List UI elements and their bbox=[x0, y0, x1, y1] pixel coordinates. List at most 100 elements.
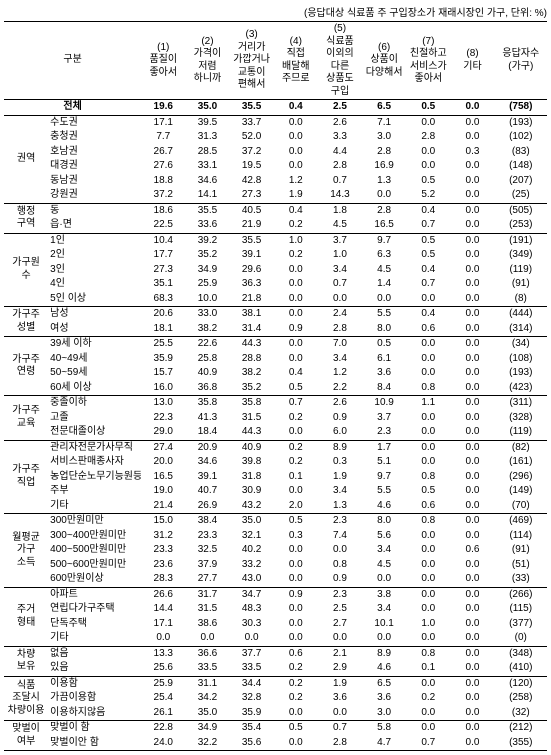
resp-cell: (207) bbox=[495, 174, 547, 189]
value-cell: 14.1 bbox=[185, 188, 229, 203]
value-cell: 2.8 bbox=[318, 322, 362, 337]
value-cell: 0.4 bbox=[274, 366, 318, 381]
row-label: 5인 이상 bbox=[48, 292, 141, 307]
row-label: 기타 bbox=[48, 631, 141, 646]
value-cell: 0.5 bbox=[362, 337, 406, 352]
header-col-3: (3)거리가가깝거나교통이편해서 bbox=[230, 22, 274, 100]
value-cell: 27.4 bbox=[141, 440, 185, 455]
value-cell: 0.0 bbox=[406, 543, 450, 558]
value-cell: 18.1 bbox=[141, 322, 185, 337]
value-cell: 0.0 bbox=[274, 159, 318, 174]
header-col-7: (7)친절하고서비스가좋아서 bbox=[406, 22, 450, 100]
value-cell: 28.8 bbox=[230, 352, 274, 367]
resp-cell: (91) bbox=[495, 543, 547, 558]
value-cell: 4.5 bbox=[362, 558, 406, 573]
header-col-1: (1)품질이좋아서 bbox=[141, 22, 185, 100]
value-cell: 0.0 bbox=[318, 543, 362, 558]
resp-cell: (328) bbox=[495, 411, 547, 426]
total-label: 전체 bbox=[4, 100, 141, 116]
value-cell: 21.9 bbox=[230, 218, 274, 233]
value-cell: 3.3 bbox=[318, 130, 362, 145]
value-cell: 0.1 bbox=[406, 661, 450, 676]
value-cell: 42.8 bbox=[230, 174, 274, 189]
value-cell: 22.5 bbox=[141, 218, 185, 233]
row-label: 전문대졸이상 bbox=[48, 425, 141, 440]
value-cell: 4.7 bbox=[362, 736, 406, 751]
row-label: 충청권 bbox=[48, 130, 141, 145]
value-cell: 4.6 bbox=[362, 499, 406, 514]
value-cell: 2.6 bbox=[318, 115, 362, 130]
value-cell: 33.5 bbox=[230, 661, 274, 676]
value-cell: 1.1 bbox=[406, 396, 450, 411]
value-cell: 10.1 bbox=[362, 617, 406, 632]
value-cell: 0.0 bbox=[274, 307, 318, 322]
value-cell: 0.0 bbox=[406, 411, 450, 426]
header-col-4: (4)직접배달해주므로 bbox=[274, 22, 318, 100]
row-label: 맞벌이 함 bbox=[48, 721, 141, 736]
value-cell: 0.9 bbox=[274, 322, 318, 337]
value-cell: 3.7 bbox=[362, 411, 406, 426]
value-cell: 0.0 bbox=[274, 543, 318, 558]
value-cell: 0.0 bbox=[450, 366, 494, 381]
value-cell: 2.6 bbox=[318, 396, 362, 411]
row-label: 3인 bbox=[48, 263, 141, 278]
value-cell: 17.7 bbox=[141, 248, 185, 263]
value-cell: 1.9 bbox=[318, 470, 362, 485]
value-cell: 36.8 bbox=[185, 381, 229, 396]
resp-cell: (25) bbox=[495, 188, 547, 203]
value-cell: 0.0 bbox=[450, 188, 494, 203]
group-label: 가구원수 bbox=[4, 233, 48, 307]
group-label: 가구주직업 bbox=[4, 440, 48, 514]
value-cell: 0.2 bbox=[274, 661, 318, 676]
row-label: 단독주택 bbox=[48, 617, 141, 632]
group-label: 맞벌이여부 bbox=[4, 721, 48, 751]
value-cell: 0.0 bbox=[450, 174, 494, 189]
value-cell: 0.0 bbox=[450, 631, 494, 646]
header-col-6: (6)상품이다양해서 bbox=[362, 22, 406, 100]
value-cell: 0.0 bbox=[406, 631, 450, 646]
value-cell: 2.8 bbox=[318, 159, 362, 174]
value-cell: 4.6 bbox=[362, 661, 406, 676]
value-cell: 0.0 bbox=[274, 337, 318, 352]
value-cell: 39.5 bbox=[185, 115, 229, 130]
value-cell: 5.2 bbox=[406, 188, 450, 203]
value-cell: 0.0 bbox=[450, 159, 494, 174]
value-cell: 8.0 bbox=[362, 322, 406, 337]
value-cell: 2.8 bbox=[362, 203, 406, 218]
value-cell: 2.8 bbox=[362, 145, 406, 160]
value-cell: 0.0 bbox=[450, 263, 494, 278]
value-cell: 3.6 bbox=[362, 366, 406, 381]
value-cell: 0.4 bbox=[406, 203, 450, 218]
value-cell: 0.6 bbox=[406, 322, 450, 337]
value-cell: 7.4 bbox=[318, 529, 362, 544]
row-label: 강원권 bbox=[48, 188, 141, 203]
resp-cell: (311) bbox=[495, 396, 547, 411]
value-cell: 31.1 bbox=[185, 676, 229, 691]
value-cell: 33.7 bbox=[230, 115, 274, 130]
value-cell: 0.0 bbox=[450, 529, 494, 544]
value-cell: 5.8 bbox=[362, 721, 406, 736]
value-cell: 25.8 bbox=[185, 352, 229, 367]
value-cell: 22.3 bbox=[141, 411, 185, 426]
value-cell: 23.6 bbox=[141, 558, 185, 573]
value-cell: 35.0 bbox=[230, 514, 274, 529]
value-cell: 0.0 bbox=[450, 100, 494, 116]
value-cell: 31.5 bbox=[230, 411, 274, 426]
value-cell: 16.5 bbox=[141, 470, 185, 485]
value-cell: 0.0 bbox=[274, 602, 318, 617]
value-cell: 0.0 bbox=[406, 115, 450, 130]
value-cell: 0.0 bbox=[185, 631, 229, 646]
value-cell: 0.0 bbox=[406, 292, 450, 307]
value-cell: 4.5 bbox=[318, 218, 362, 233]
value-cell: 0.0 bbox=[318, 292, 362, 307]
value-cell: 0.0 bbox=[406, 145, 450, 160]
value-cell: 35.5 bbox=[230, 233, 274, 248]
resp-cell: (148) bbox=[495, 159, 547, 174]
unit-note: (응답대상 식료품 주 구입장소가 재래시장인 가구, 단위: %) bbox=[4, 4, 547, 19]
value-cell: 1.4 bbox=[362, 277, 406, 292]
group-label: 주거형태 bbox=[4, 587, 48, 646]
row-label: 읍·면 bbox=[48, 218, 141, 233]
row-label: 40~49세 bbox=[48, 352, 141, 367]
value-cell: 35.4 bbox=[230, 721, 274, 736]
value-cell: 33.1 bbox=[185, 159, 229, 174]
